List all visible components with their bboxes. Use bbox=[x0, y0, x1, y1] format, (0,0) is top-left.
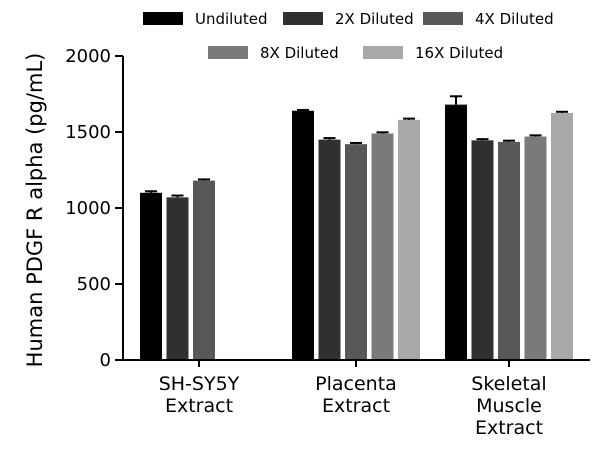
y-tick-label: 500 bbox=[77, 274, 111, 295]
legend-label: 16X Diluted bbox=[415, 44, 503, 62]
x-tick-label-line: Placenta bbox=[315, 373, 397, 395]
bar bbox=[445, 104, 467, 360]
legend-label: 2X Diluted bbox=[335, 10, 414, 28]
error-bars bbox=[145, 95, 568, 198]
x-tick-label-line: Muscle bbox=[476, 395, 542, 417]
x-tick-label: Placenta Extract bbox=[315, 373, 397, 417]
bar bbox=[318, 139, 341, 360]
bar bbox=[524, 136, 547, 360]
bar bbox=[193, 180, 215, 360]
y-axis-label: Human PDGF R alpha (pg/mL) bbox=[23, 53, 47, 368]
bar bbox=[551, 113, 573, 360]
x-tick-label-line: Extract bbox=[165, 395, 233, 417]
x-tick-label-line: SH-SY5Y bbox=[159, 373, 240, 395]
legend-swatch bbox=[363, 46, 403, 59]
x-tick-label: Skeletal Muscle Extract bbox=[471, 373, 546, 439]
y-tick-label: 1500 bbox=[65, 122, 111, 143]
legend-swatch bbox=[283, 12, 323, 25]
legend-item: 2X Diluted bbox=[283, 10, 414, 28]
legend-label: 4X Diluted bbox=[475, 10, 554, 28]
bar bbox=[371, 133, 394, 360]
legend-item: Undiluted bbox=[143, 10, 267, 28]
bar bbox=[498, 141, 520, 360]
bar bbox=[345, 144, 367, 360]
x-tick-label-line: Extract bbox=[322, 395, 390, 417]
x-tick-label-line: Skeletal bbox=[471, 373, 546, 395]
legend-label: 8X Diluted bbox=[260, 44, 339, 62]
bar bbox=[398, 119, 420, 360]
legend-swatch bbox=[143, 12, 183, 25]
y-tick-label: 1000 bbox=[65, 198, 111, 219]
y-tick-label: 2000 bbox=[65, 46, 111, 67]
legend-swatch bbox=[208, 46, 248, 59]
y-axis: 0 500 1000 1500 2000 bbox=[65, 46, 124, 371]
bar bbox=[140, 192, 162, 360]
legend-swatch bbox=[423, 12, 463, 25]
bar bbox=[292, 110, 314, 360]
x-tick-label: SH-SY5Y Extract bbox=[159, 373, 240, 417]
y-tick-label: 0 bbox=[100, 350, 111, 371]
legend-item: 4X Diluted bbox=[423, 10, 554, 28]
legend-item: 8X Diluted bbox=[208, 44, 339, 62]
legend-label: Undiluted bbox=[195, 10, 267, 28]
bars bbox=[140, 104, 573, 360]
bar bbox=[166, 197, 189, 360]
legend: Undiluted 2X Diluted 4X Diluted 8X Diluted 1… bbox=[143, 10, 554, 62]
legend-item: 16X Diluted bbox=[363, 44, 503, 62]
x-tick-label-line: Extract bbox=[475, 417, 543, 439]
bar bbox=[471, 140, 494, 360]
